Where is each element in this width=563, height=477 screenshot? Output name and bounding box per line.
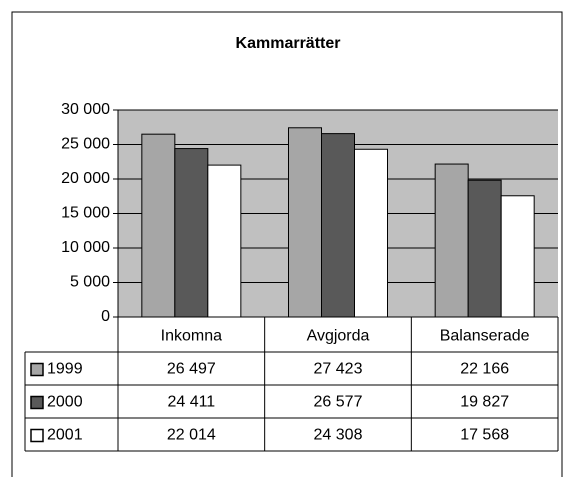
y-tick-label: 15 000 [61, 205, 110, 222]
x-tick-label: Avgjorda [307, 328, 370, 345]
legend-key [30, 428, 44, 443]
legend-label: 1999 [47, 361, 83, 378]
legend-label: 2000 [47, 394, 83, 411]
y-tick-label: 30 000 [61, 101, 110, 118]
bar [354, 148, 388, 318]
x-tick-label: Inkomna [161, 328, 222, 345]
legend-label: 2001 [47, 427, 83, 444]
table-cell: 24 411 [167, 394, 215, 411]
bar [288, 127, 322, 318]
bar [500, 195, 535, 318]
bar [174, 148, 209, 318]
table-cell: 24 308 [314, 427, 363, 444]
table-cell: 19 827 [460, 394, 509, 411]
table-cell: 22 166 [460, 361, 509, 378]
bar [207, 164, 242, 318]
table-cell: 17 568 [460, 427, 509, 444]
legend-key [30, 395, 44, 410]
table-cell: 26 577 [314, 394, 363, 411]
bar [467, 179, 502, 318]
y-tick-label: 10 000 [61, 239, 110, 256]
y-tick-label: 25 000 [61, 136, 110, 153]
x-tick-label: Balanserade [440, 328, 530, 345]
table-cell: 27 423 [314, 361, 363, 378]
bar [141, 133, 176, 318]
bar [321, 133, 355, 318]
y-tick-label: 5 000 [70, 274, 110, 291]
table-cell: 26 497 [167, 361, 216, 378]
chart-title: Kammarrätter [236, 35, 341, 52]
y-tick-label: 0 [101, 308, 110, 325]
table-cell: 22 014 [167, 427, 216, 444]
y-tick-label: 20 000 [61, 170, 110, 187]
bar [434, 163, 469, 318]
legend-key [30, 362, 44, 377]
